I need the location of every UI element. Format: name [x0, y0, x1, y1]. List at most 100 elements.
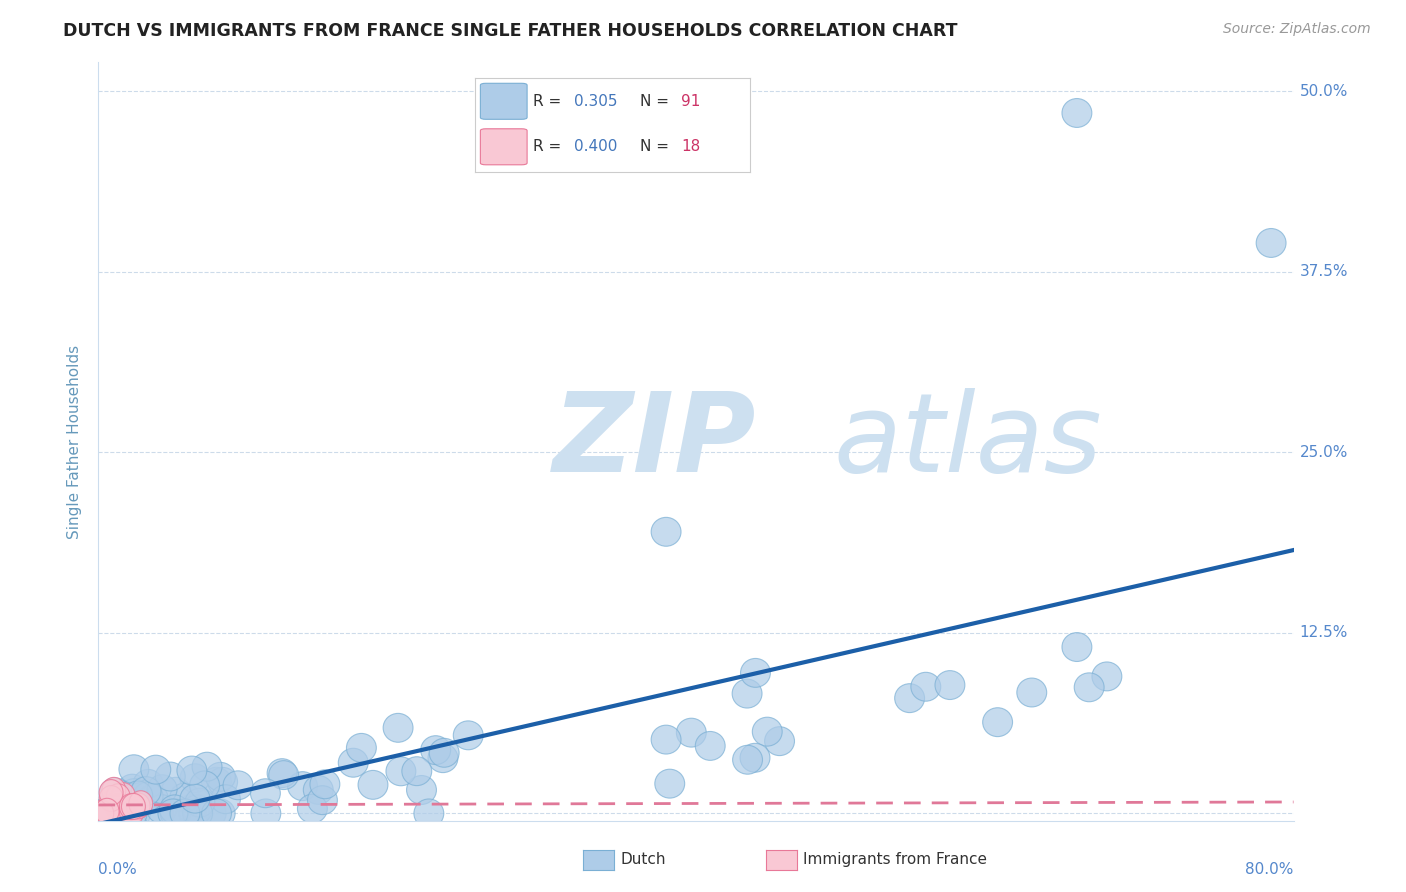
Ellipse shape [98, 799, 129, 828]
Ellipse shape [406, 775, 436, 805]
Text: 80.0%: 80.0% [1246, 863, 1294, 878]
Ellipse shape [309, 770, 340, 798]
Ellipse shape [740, 743, 770, 772]
Ellipse shape [107, 784, 131, 810]
Y-axis label: Single Father Households: Single Father Households [67, 344, 83, 539]
Ellipse shape [911, 673, 941, 701]
Text: 50.0%: 50.0% [1299, 84, 1348, 99]
Ellipse shape [121, 793, 145, 820]
Ellipse shape [118, 799, 142, 825]
Ellipse shape [224, 771, 253, 800]
Ellipse shape [103, 799, 132, 828]
Ellipse shape [288, 772, 318, 800]
Ellipse shape [676, 718, 706, 747]
Ellipse shape [170, 799, 200, 828]
Ellipse shape [894, 683, 925, 713]
Ellipse shape [172, 799, 201, 828]
Ellipse shape [127, 793, 150, 819]
Ellipse shape [160, 777, 191, 806]
Ellipse shape [177, 795, 207, 823]
Ellipse shape [100, 786, 124, 812]
Ellipse shape [935, 671, 965, 699]
Ellipse shape [141, 756, 170, 784]
Text: 25.0%: 25.0% [1299, 445, 1348, 460]
Ellipse shape [105, 799, 136, 828]
Text: 0.0%: 0.0% [98, 863, 138, 878]
Ellipse shape [104, 790, 134, 820]
Ellipse shape [138, 784, 169, 814]
Ellipse shape [159, 795, 190, 824]
Ellipse shape [107, 796, 131, 822]
Ellipse shape [96, 798, 120, 824]
Ellipse shape [696, 731, 725, 760]
Ellipse shape [197, 799, 226, 828]
Ellipse shape [148, 775, 177, 804]
Ellipse shape [211, 785, 240, 814]
Ellipse shape [180, 764, 209, 793]
Ellipse shape [129, 790, 153, 817]
Text: DUTCH VS IMMIGRANTS FROM FRANCE SINGLE FATHER HOUSEHOLDS CORRELATION CHART: DUTCH VS IMMIGRANTS FROM FRANCE SINGLE F… [63, 22, 957, 40]
Ellipse shape [120, 794, 143, 820]
Ellipse shape [1062, 98, 1092, 128]
Ellipse shape [170, 783, 200, 812]
Ellipse shape [267, 759, 297, 788]
Ellipse shape [339, 748, 368, 777]
Ellipse shape [157, 799, 188, 828]
Ellipse shape [117, 799, 148, 828]
Ellipse shape [308, 786, 337, 814]
Ellipse shape [359, 771, 388, 799]
Text: 37.5%: 37.5% [1299, 264, 1348, 279]
Ellipse shape [89, 799, 118, 828]
Text: ZIP: ZIP [553, 388, 756, 495]
Ellipse shape [208, 767, 238, 797]
Ellipse shape [131, 777, 162, 805]
Ellipse shape [250, 799, 281, 828]
Ellipse shape [193, 752, 222, 781]
Ellipse shape [120, 755, 149, 784]
Ellipse shape [180, 784, 209, 814]
Ellipse shape [733, 679, 762, 708]
Ellipse shape [346, 733, 377, 763]
Ellipse shape [183, 799, 212, 828]
Ellipse shape [100, 778, 129, 806]
Ellipse shape [143, 799, 174, 828]
Ellipse shape [201, 799, 232, 828]
Ellipse shape [453, 721, 484, 750]
Ellipse shape [1062, 632, 1092, 662]
Ellipse shape [250, 779, 280, 807]
Ellipse shape [121, 799, 150, 828]
Ellipse shape [134, 782, 163, 811]
Ellipse shape [298, 794, 328, 823]
Text: Source: ZipAtlas.com: Source: ZipAtlas.com [1223, 22, 1371, 37]
Text: atlas: atlas [834, 388, 1102, 495]
Ellipse shape [201, 767, 232, 797]
Ellipse shape [205, 799, 235, 828]
Ellipse shape [304, 775, 333, 805]
Ellipse shape [733, 746, 762, 774]
Ellipse shape [384, 714, 413, 742]
Text: Immigrants from France: Immigrants from France [803, 853, 987, 867]
Ellipse shape [183, 795, 212, 824]
Ellipse shape [387, 757, 416, 786]
Ellipse shape [190, 771, 219, 800]
Ellipse shape [107, 794, 131, 820]
Ellipse shape [741, 658, 770, 688]
Ellipse shape [117, 774, 148, 803]
Ellipse shape [160, 799, 190, 828]
Ellipse shape [100, 780, 124, 805]
Ellipse shape [402, 756, 432, 786]
Ellipse shape [90, 800, 114, 826]
Ellipse shape [983, 707, 1012, 737]
Ellipse shape [427, 744, 458, 772]
Ellipse shape [107, 799, 138, 828]
Ellipse shape [651, 725, 681, 754]
Ellipse shape [146, 795, 177, 823]
Ellipse shape [177, 756, 207, 785]
Ellipse shape [101, 777, 125, 804]
Ellipse shape [172, 799, 201, 828]
Ellipse shape [765, 727, 794, 756]
Ellipse shape [651, 517, 681, 546]
Ellipse shape [186, 789, 215, 817]
Ellipse shape [91, 800, 115, 826]
Ellipse shape [1017, 678, 1046, 707]
